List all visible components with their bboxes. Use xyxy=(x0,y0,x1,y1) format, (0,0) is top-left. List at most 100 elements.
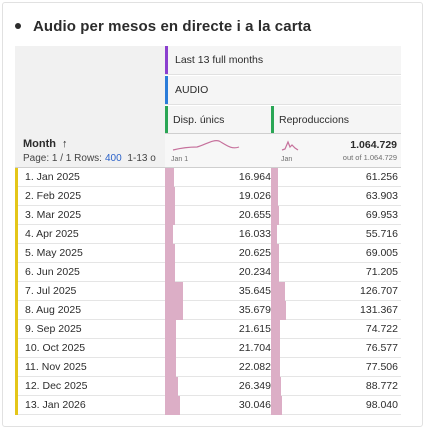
table-row[interactable]: 10. Oct 2025 21.704 76.577 xyxy=(15,339,401,358)
sparkline-plays xyxy=(281,140,299,151)
segment-header[interactable]: AUDIO xyxy=(165,76,401,105)
table-row[interactable]: 6. Jun 2025 20.234 71.205 xyxy=(15,263,401,282)
segment-label: AUDIO xyxy=(175,84,209,96)
table-row[interactable]: 2. Feb 2025 19.026 63.903 xyxy=(15,187,401,206)
row-indicator xyxy=(15,168,18,187)
bar-unique-devices xyxy=(165,187,175,206)
metric-total-subtext: out of 1.064.729 xyxy=(342,153,397,162)
table-row[interactable]: 1. Jan 2025 16.964 61.256 xyxy=(15,168,401,187)
row-indicator xyxy=(15,225,18,244)
row-indicator xyxy=(15,339,18,358)
row-indicator xyxy=(15,396,18,415)
cell-plays: 77.506 xyxy=(365,361,398,373)
row-indicator xyxy=(15,263,18,282)
metric-header-plays[interactable]: Reproduccions xyxy=(271,106,401,134)
table-row[interactable]: 8. Aug 2025 35.679 131.367 xyxy=(15,301,401,320)
row-label[interactable]: 13. Jan 2026 xyxy=(25,399,86,411)
row-indicator xyxy=(15,320,18,339)
row-label[interactable]: 7. Jul 2025 xyxy=(25,285,77,297)
sparkline-unique-devices xyxy=(172,140,240,151)
bar-unique-devices xyxy=(165,206,175,225)
row-indicator xyxy=(15,187,18,206)
cell-plays: 98.040 xyxy=(365,399,398,411)
dimension-column-header[interactable]: Month ↑ xyxy=(23,138,67,150)
row-indicator xyxy=(15,301,18,320)
date-range-label: Last 13 full months xyxy=(175,54,264,66)
segment-color-strip xyxy=(165,76,168,104)
row-indicator xyxy=(15,282,18,301)
row-label[interactable]: 10. Oct 2025 xyxy=(25,342,86,354)
row-label[interactable]: 2. Feb 2025 xyxy=(25,190,82,202)
pagination-info: Page: 1 / 1 Rows: 400 1-13 o xyxy=(23,153,156,164)
bar-unique-devices xyxy=(165,282,183,301)
bar-plays xyxy=(271,225,277,244)
bar-unique-devices xyxy=(165,263,175,282)
cell-unique-devices: 21.704 xyxy=(238,342,271,354)
row-label[interactable]: 1. Jan 2025 xyxy=(25,171,80,183)
bar-plays xyxy=(271,358,280,377)
table-row[interactable]: 5. May 2025 20.625 69.005 xyxy=(15,244,401,263)
arrow-up-icon[interactable]: ↑ xyxy=(61,138,68,150)
dimension-label: Month xyxy=(23,138,56,150)
metric-label: Reproduccions xyxy=(279,114,350,126)
cell-unique-devices: 35.679 xyxy=(238,304,271,316)
metric-header-unique-devices[interactable]: Disp. únics xyxy=(165,106,271,134)
cell-unique-devices: 16.033 xyxy=(238,228,271,240)
metric-summary-unique-devices: Jan 1 xyxy=(165,134,271,168)
bar-plays xyxy=(271,301,286,320)
metric-label: Disp. únics xyxy=(173,114,225,126)
row-label[interactable]: 9. Sep 2025 xyxy=(25,323,82,335)
cell-plays: 69.953 xyxy=(365,209,398,221)
cell-plays: 76.577 xyxy=(365,342,398,354)
cell-plays: 55.716 xyxy=(365,228,398,240)
cell-plays: 74.722 xyxy=(365,323,398,335)
row-label[interactable]: 4. Apr 2025 xyxy=(25,228,79,240)
panel-title[interactable]: Audio per mesos en directe i a la carta xyxy=(33,17,312,35)
cell-unique-devices: 20.234 xyxy=(238,266,271,278)
date-range-header[interactable]: Last 13 full months xyxy=(165,46,401,75)
bar-plays xyxy=(271,377,281,396)
range-text: 1-13 o xyxy=(127,153,156,164)
row-label[interactable]: 8. Aug 2025 xyxy=(25,304,82,316)
metric-color-strip xyxy=(165,106,168,133)
cell-plays: 63.903 xyxy=(365,190,398,202)
row-indicator xyxy=(15,244,18,263)
cell-unique-devices: 35.645 xyxy=(238,285,271,297)
bar-unique-devices xyxy=(165,339,176,358)
bar-plays xyxy=(271,320,280,339)
row-label[interactable]: 12. Dec 2025 xyxy=(25,380,88,392)
table-row[interactable]: 4. Apr 2025 16.033 55.716 xyxy=(15,225,401,244)
table-row[interactable]: 7. Jul 2025 35.645 126.707 xyxy=(15,282,401,301)
cell-unique-devices: 21.615 xyxy=(238,323,271,335)
bar-unique-devices xyxy=(165,301,183,320)
rows-per-page-selector[interactable]: 400 xyxy=(104,153,122,164)
cell-plays: 71.205 xyxy=(365,266,398,278)
cell-plays: 69.005 xyxy=(365,247,398,259)
row-label[interactable]: 11. Nov 2025 xyxy=(25,361,87,373)
cell-unique-devices: 22.082 xyxy=(238,361,271,373)
cell-unique-devices: 26.349 xyxy=(238,380,271,392)
sparkline-start-label: Jan 1 xyxy=(171,156,189,163)
row-label[interactable]: 5. May 2025 xyxy=(25,247,83,259)
bar-plays xyxy=(271,396,282,415)
bar-plays xyxy=(271,206,279,225)
metric-color-strip xyxy=(271,106,274,133)
row-indicator xyxy=(15,377,18,396)
metric-total: 1.064.729 xyxy=(350,139,397,151)
bar-plays xyxy=(271,282,285,301)
table-row[interactable]: 3. Mar 2025 20.655 69.953 xyxy=(15,206,401,225)
metric-summary-plays: Jan 1.064.729 out of 1.064.729 xyxy=(271,134,401,168)
bar-plays xyxy=(271,263,279,282)
table-row[interactable]: 12. Dec 2025 26.349 88.772 xyxy=(15,377,401,396)
table-row[interactable]: 11. Nov 2025 22.082 77.506 xyxy=(15,358,401,377)
rows-label: Rows: xyxy=(74,153,102,164)
table-row[interactable]: 13. Jan 2026 30.046 98.040 xyxy=(15,396,401,415)
cell-unique-devices: 30.046 xyxy=(238,399,271,411)
row-label[interactable]: 6. Jun 2025 xyxy=(25,266,80,278)
date-range-color-strip xyxy=(165,46,168,74)
cell-unique-devices: 20.625 xyxy=(238,247,271,259)
sparkline-start-label: Jan xyxy=(281,156,293,163)
row-label[interactable]: 3. Mar 2025 xyxy=(25,209,82,221)
table-row[interactable]: 9. Sep 2025 21.615 74.722 xyxy=(15,320,401,339)
header-corner xyxy=(15,46,165,134)
